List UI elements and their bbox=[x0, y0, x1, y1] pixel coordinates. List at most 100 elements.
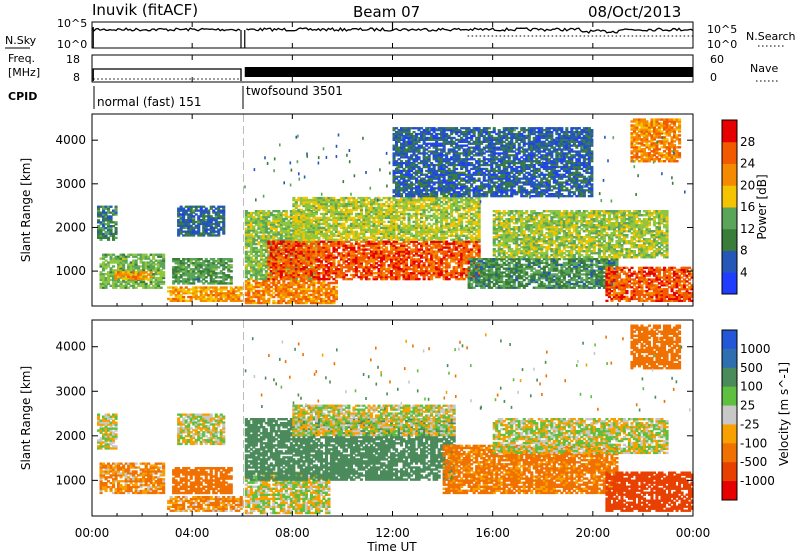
power-cell bbox=[365, 262, 369, 265]
power-cell bbox=[362, 268, 366, 271]
power-cell bbox=[192, 209, 196, 212]
power-cell bbox=[139, 282, 143, 285]
power-cell bbox=[282, 250, 286, 253]
power-cell bbox=[192, 222, 196, 226]
power-cell bbox=[410, 252, 414, 255]
power-cell bbox=[247, 299, 251, 303]
power-cell bbox=[99, 236, 103, 239]
power-cell bbox=[359, 273, 363, 277]
power-cell bbox=[282, 262, 286, 265]
power-cell bbox=[427, 275, 431, 279]
power-cell bbox=[284, 250, 288, 253]
power-cell bbox=[114, 277, 118, 281]
power-cell bbox=[430, 254, 434, 257]
power-cell bbox=[405, 270, 409, 273]
power-cell bbox=[357, 248, 361, 251]
power-cell bbox=[149, 269, 153, 272]
power-cell bbox=[405, 272, 409, 275]
power-cell bbox=[437, 272, 441, 275]
power-cell bbox=[244, 291, 248, 295]
power-cell bbox=[352, 260, 356, 263]
power-cell bbox=[189, 282, 193, 285]
power-cell bbox=[244, 297, 248, 301]
power-cell bbox=[259, 272, 263, 275]
power-cell bbox=[302, 273, 306, 277]
power-cell bbox=[142, 275, 146, 278]
power-cell bbox=[322, 273, 326, 277]
power-cell bbox=[257, 293, 261, 297]
power-cell bbox=[272, 219, 276, 222]
power-cell bbox=[417, 250, 421, 253]
power-cell bbox=[357, 242, 361, 245]
power-cell bbox=[327, 293, 331, 297]
power-cell bbox=[117, 259, 121, 262]
power-cell bbox=[264, 211, 268, 215]
power-cell bbox=[272, 242, 276, 245]
power-cell bbox=[302, 244, 306, 247]
power-cell bbox=[420, 246, 424, 249]
power-cell bbox=[287, 258, 291, 261]
power-cell bbox=[144, 263, 148, 266]
power-cell bbox=[324, 258, 328, 261]
power-cell bbox=[244, 246, 248, 250]
power-cell bbox=[179, 297, 183, 301]
power-cell bbox=[202, 215, 206, 218]
power-cell bbox=[249, 287, 253, 291]
power-cell bbox=[252, 215, 256, 219]
power-cell bbox=[292, 266, 296, 269]
power-cell bbox=[397, 252, 401, 255]
power-cell bbox=[174, 260, 178, 263]
power-cell bbox=[142, 253, 146, 256]
power-cell bbox=[317, 260, 321, 263]
power-cell bbox=[395, 258, 399, 261]
power-cell bbox=[137, 277, 141, 281]
power-cell bbox=[354, 272, 358, 275]
power-cell bbox=[264, 260, 268, 263]
power-cell bbox=[395, 268, 399, 271]
power-cell bbox=[172, 276, 176, 279]
power-cell bbox=[134, 253, 138, 256]
power-cell bbox=[274, 227, 278, 230]
power-cell bbox=[430, 256, 434, 259]
power-cell bbox=[104, 255, 108, 258]
power-cell bbox=[259, 217, 263, 221]
power-cell bbox=[359, 248, 363, 251]
power-cell bbox=[274, 235, 278, 238]
power-cell bbox=[249, 258, 253, 261]
power-cell bbox=[334, 289, 338, 293]
power-cell bbox=[227, 294, 231, 297]
power-cell bbox=[292, 225, 296, 228]
power-cell bbox=[272, 217, 276, 221]
power-cell bbox=[254, 293, 258, 297]
power-cell bbox=[287, 277, 291, 281]
power-cell bbox=[430, 248, 434, 251]
power-cell bbox=[112, 276, 116, 280]
power-cell bbox=[282, 219, 286, 222]
power-cell bbox=[339, 258, 343, 261]
power-cell bbox=[322, 285, 326, 289]
power-cell bbox=[244, 233, 248, 236]
power-cell bbox=[299, 250, 303, 253]
power-cell bbox=[197, 297, 201, 301]
power-cell bbox=[269, 231, 273, 234]
power-cell bbox=[192, 270, 196, 273]
power-cell bbox=[292, 283, 296, 287]
power-cell bbox=[314, 289, 318, 293]
power-cell bbox=[427, 262, 431, 265]
power-cell bbox=[179, 219, 183, 222]
power-cell bbox=[430, 240, 434, 243]
power-cell bbox=[274, 283, 278, 287]
power-cell bbox=[405, 264, 409, 267]
power-cell bbox=[272, 281, 276, 285]
power-cell bbox=[177, 297, 181, 301]
power-cell bbox=[217, 234, 221, 237]
power-cell bbox=[267, 297, 271, 301]
power-cell bbox=[109, 271, 113, 274]
power-cell bbox=[292, 256, 296, 259]
power-cell bbox=[184, 234, 188, 237]
power-cell bbox=[407, 256, 411, 259]
power-cell bbox=[179, 215, 183, 218]
power-cell bbox=[279, 242, 283, 245]
power-cell bbox=[112, 284, 116, 287]
power-cell bbox=[262, 233, 266, 236]
